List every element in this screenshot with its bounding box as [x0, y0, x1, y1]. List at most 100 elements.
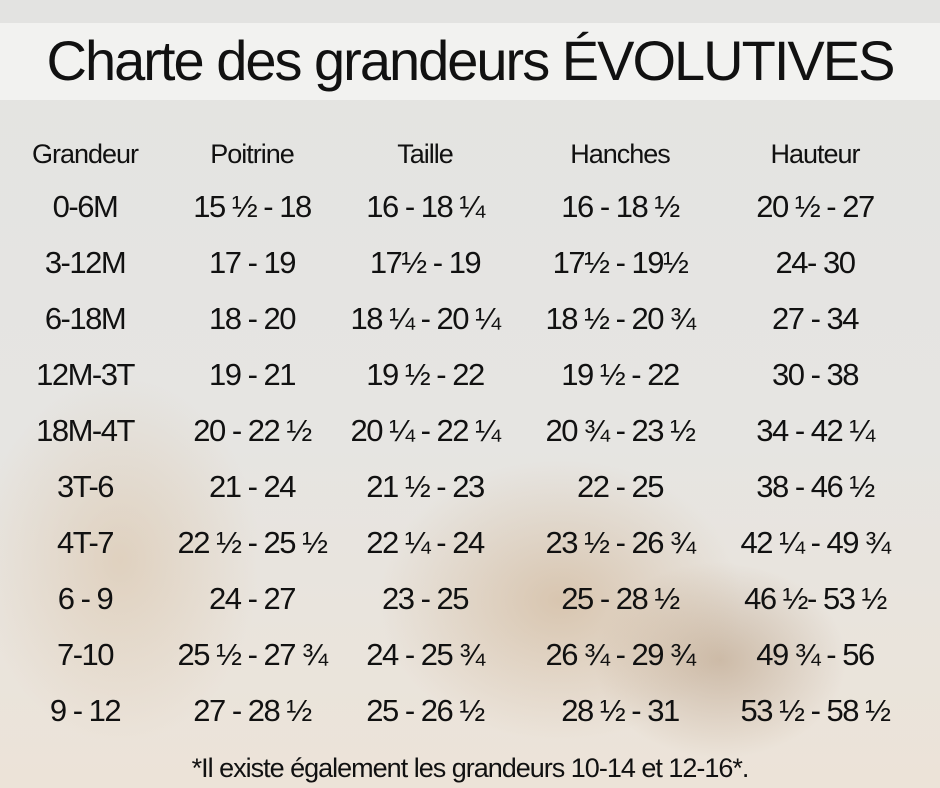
cell-hauteur: 27 - 34 [730, 297, 900, 341]
column-header-grandeur-text: Grandeur [31, 139, 139, 169]
cell-hauteur-text: 20 ½ - 27 [756, 189, 875, 224]
column-header-hanches: Hanches [535, 132, 705, 176]
cell-grandeur-text: 12M-3T [36, 357, 135, 392]
cell-grandeur: 0-6M [0, 185, 170, 229]
cell-grandeur-text: 6 - 9 [57, 581, 114, 616]
cell-grandeur: 3-12M [0, 241, 170, 285]
cell-grandeur: 3T-6 [0, 465, 170, 509]
cell-grandeur-text: 7-10 [56, 637, 115, 672]
cell-taille: 16 - 18 ¼ [340, 185, 510, 229]
cell-hauteur-text: 38 - 46 ½ [756, 469, 875, 504]
cell-hanches: 19 ½ - 22 [535, 353, 705, 397]
cell-hanches-text: 19 ½ - 22 [561, 357, 680, 392]
cell-hanches-text: 22 - 25 [576, 469, 665, 504]
page-title: Charte des grandeurs ÉVOLUTIVES [0, 26, 940, 96]
cell-hauteur: 42 ¼ - 49 ¾ [730, 521, 900, 565]
cell-grandeur-text: 0-6M [52, 189, 119, 224]
cell-taille: 22 ¼ - 24 [340, 521, 510, 565]
cell-hauteur: 53 ½ - 58 ½ [730, 689, 900, 733]
cell-grandeur-text: 4T-7 [56, 525, 115, 560]
cell-taille-text: 17½ - 19 [369, 245, 482, 280]
cell-taille-text: 24 - 25 ¾ [366, 637, 485, 672]
cell-grandeur: 4T-7 [0, 521, 170, 565]
cell-hanches-text: 20 ¾ - 23 ½ [545, 413, 696, 448]
cell-hauteur-text: 42 ¼ - 49 ¾ [740, 525, 891, 560]
cell-taille-text: 23 - 25 [381, 581, 470, 616]
cell-hauteur: 20 ½ - 27 [730, 185, 900, 229]
cell-poitrine-text: 25 ½ - 27 ¾ [177, 637, 328, 672]
cell-poitrine-text: 18 - 20 [208, 301, 297, 336]
footnote: *Il existe également les grandeurs 10-14… [0, 750, 940, 786]
column-header-grandeur: Grandeur [0, 132, 170, 176]
cell-hauteur-text: 53 ½ - 58 ½ [740, 693, 891, 728]
cell-hanches: 26 ¾ - 29 ¾ [535, 633, 705, 677]
title-band [0, 23, 940, 100]
cell-grandeur: 18M-4T [0, 409, 170, 453]
column-header-hauteur: Hauteur [730, 132, 900, 176]
cell-hauteur: 30 - 38 [730, 353, 900, 397]
cell-taille: 24 - 25 ¾ [340, 633, 510, 677]
cell-hauteur: 38 - 46 ½ [730, 465, 900, 509]
cell-poitrine-text: 19 - 21 [208, 357, 297, 392]
cell-taille: 20 ¼ - 22 ¼ [340, 409, 510, 453]
cell-grandeur: 9 - 12 [0, 689, 170, 733]
cell-hauteur: 49 ¾ - 56 [730, 633, 900, 677]
cell-hanches: 25 - 28 ½ [535, 577, 705, 621]
cell-taille-text: 22 ¼ - 24 [366, 525, 485, 560]
cell-grandeur: 7-10 [0, 633, 170, 677]
cell-hanches: 20 ¾ - 23 ½ [535, 409, 705, 453]
cell-taille: 21 ½ - 23 [340, 465, 510, 509]
cell-poitrine: 27 - 28 ½ [167, 689, 337, 733]
cell-taille-text: 25 - 26 ½ [366, 693, 485, 728]
column-header-poitrine-text: Poitrine [210, 139, 295, 169]
cell-poitrine: 19 - 21 [167, 353, 337, 397]
cell-hauteur-text: 27 - 34 [771, 301, 860, 336]
cell-hauteur: 24- 30 [730, 241, 900, 285]
cell-taille-text: 19 ½ - 22 [366, 357, 485, 392]
cell-hanches: 18 ½ - 20 ¾ [535, 297, 705, 341]
cell-hauteur: 46 ½- 53 ½ [730, 577, 900, 621]
cell-poitrine: 18 - 20 [167, 297, 337, 341]
cell-hanches: 16 - 18 ½ [535, 185, 705, 229]
page-title-text: Charte des grandeurs ÉVOLUTIVES [46, 29, 896, 92]
cell-grandeur-text: 3T-6 [56, 469, 115, 504]
column-header-poitrine: Poitrine [167, 132, 337, 176]
cell-poitrine: 25 ½ - 27 ¾ [167, 633, 337, 677]
cell-hanches: 28 ½ - 31 [535, 689, 705, 733]
column-header-hanches-text: Hanches [570, 139, 671, 169]
cell-taille-text: 20 ¼ - 22 ¼ [350, 413, 501, 448]
cell-poitrine-text: 27 - 28 ½ [193, 693, 312, 728]
cell-taille: 17½ - 19 [340, 241, 510, 285]
cell-taille-text: 16 - 18 ¼ [366, 189, 485, 224]
cell-grandeur-text: 18M-4T [36, 413, 135, 448]
cell-taille: 25 - 26 ½ [340, 689, 510, 733]
column-header-taille: Taille [340, 132, 510, 176]
cell-poitrine: 22 ½ - 25 ½ [167, 521, 337, 565]
cell-hauteur-text: 30 - 38 [771, 357, 860, 392]
cell-grandeur-text: 3-12M [44, 245, 127, 280]
cell-taille-text: 21 ½ - 23 [366, 469, 485, 504]
cell-hanches-text: 26 ¾ - 29 ¾ [545, 637, 696, 672]
cell-grandeur: 6-18M [0, 297, 170, 341]
cell-hanches-text: 28 ½ - 31 [561, 693, 680, 728]
column-header-hauteur-text: Hauteur [770, 139, 860, 169]
cell-poitrine-text: 24 - 27 [208, 581, 297, 616]
cell-hanches-text: 25 - 28 ½ [561, 581, 680, 616]
cell-poitrine-text: 21 - 24 [208, 469, 297, 504]
cell-poitrine-text: 22 ½ - 25 ½ [177, 525, 328, 560]
cell-hanches-text: 16 - 18 ½ [561, 189, 680, 224]
cell-hanches: 22 - 25 [535, 465, 705, 509]
cell-hanches: 23 ½ - 26 ¾ [535, 521, 705, 565]
cell-taille-text: 18 ¼ - 20 ¼ [350, 301, 501, 336]
cell-hauteur-text: 49 ¾ - 56 [756, 637, 875, 672]
cell-poitrine-text: 20 - 22 ½ [193, 413, 312, 448]
cell-grandeur: 6 - 9 [0, 577, 170, 621]
cell-poitrine: 15 ½ - 18 [167, 185, 337, 229]
cell-hanches-text: 23 ½ - 26 ¾ [545, 525, 696, 560]
cell-hauteur: 34 - 42 ¼ [730, 409, 900, 453]
cell-grandeur-text: 9 - 12 [49, 693, 122, 728]
cell-hanches-text: 17½ - 19½ [552, 245, 689, 280]
column-header-taille-text: Taille [397, 139, 454, 169]
cell-taille: 23 - 25 [340, 577, 510, 621]
cell-poitrine-text: 15 ½ - 18 [193, 189, 312, 224]
